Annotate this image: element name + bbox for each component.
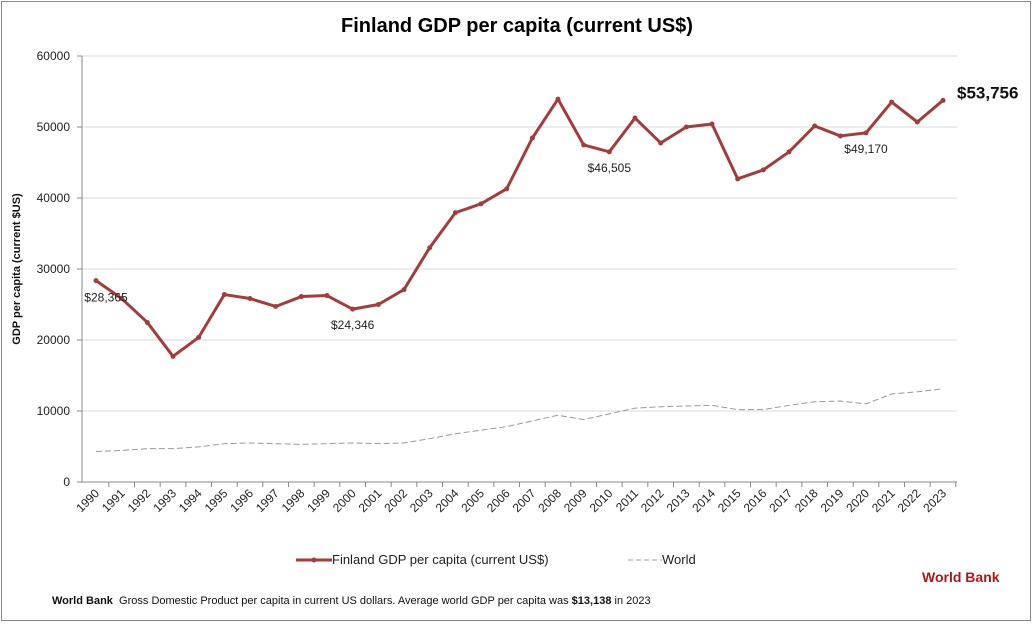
y-tick-label: 60000 — [37, 49, 71, 63]
data-point-finland — [221, 292, 227, 298]
x-tick-label: 2021 — [869, 486, 898, 515]
x-tick-label: 2009 — [561, 486, 590, 515]
source-label: World Bank — [922, 569, 1000, 585]
footer-suffix: in 2023 — [611, 595, 651, 607]
data-point-finland — [144, 319, 150, 325]
x-tick-label: 2016 — [741, 486, 770, 515]
data-label: $49,170 — [844, 142, 888, 156]
legend-item-finland: Finland GDP per capita (current US$) — [296, 552, 549, 567]
data-point-finland — [837, 133, 843, 139]
data-point-finland — [914, 119, 920, 125]
data-point-finland — [555, 96, 561, 102]
data-point-finland — [889, 99, 895, 105]
x-tick-label: 1995 — [202, 486, 231, 515]
y-tick-label: 40000 — [37, 191, 71, 205]
data-point-finland — [632, 115, 638, 121]
y-tick-label: 10000 — [37, 404, 71, 418]
data-point-finland — [606, 149, 612, 155]
x-tick-label: 1994 — [176, 486, 205, 515]
x-tick-label: 1991 — [99, 486, 128, 515]
footer-source: World Bank — [52, 595, 113, 607]
x-tick-label: 1998 — [279, 486, 308, 515]
footer-text: Gross Domestic Product per capita in cur… — [119, 595, 572, 607]
x-tick-label: 2019 — [818, 486, 847, 515]
x-tick-label: 2011 — [613, 486, 641, 514]
x-tick-label: 2014 — [689, 486, 718, 515]
y-tick-label: 20000 — [37, 333, 71, 347]
data-point-finland — [812, 123, 818, 129]
data-point-finland — [350, 306, 356, 312]
x-tick-label: 2018 — [792, 486, 821, 515]
x-tick-label: 2005 — [458, 486, 487, 515]
data-point-finland — [324, 293, 330, 299]
legend-label-world: World — [662, 552, 696, 567]
data-point-finland — [273, 303, 279, 309]
data-point-finland — [478, 201, 484, 207]
legend-item-world: World — [628, 552, 696, 567]
data-point-finland — [119, 296, 125, 302]
legend-swatch-finland — [296, 557, 332, 562]
x-tick-label: 1997 — [253, 486, 282, 515]
x-tick-label: 2001 — [356, 486, 385, 515]
data-point-finland — [452, 210, 458, 216]
data-point-finland — [196, 334, 202, 340]
data-label: $46,505 — [588, 161, 632, 175]
data-label: $24,346 — [331, 318, 375, 332]
x-tick-label: 2012 — [638, 486, 667, 515]
y-tick-label: 0 — [63, 475, 70, 489]
y-tick-label: 30000 — [37, 262, 71, 276]
x-tick-label: 2007 — [510, 486, 539, 515]
data-point-finland — [709, 121, 715, 127]
data-point-finland — [298, 294, 304, 300]
x-tick-label: 2003 — [407, 486, 436, 515]
y-axis-label: GDP per capita (current $US) — [11, 193, 23, 345]
x-tick-label: 2002 — [381, 486, 410, 515]
legend-swatch-world — [628, 559, 662, 560]
x-tick-label: 2006 — [484, 486, 513, 515]
data-point-finland — [170, 353, 176, 359]
x-tick-label: 1999 — [304, 486, 333, 515]
data-point-finland — [786, 149, 792, 155]
data-label: $53,756 — [957, 83, 1018, 102]
chart-title: Finland GDP per capita (current US$) — [341, 15, 693, 37]
data-point-finland — [93, 278, 99, 284]
x-tick-label: 1990 — [73, 486, 102, 515]
data-point-finland — [529, 135, 535, 141]
x-tick-label: 2017 — [766, 486, 795, 515]
data-point-finland — [940, 97, 946, 103]
x-tick-label: 2010 — [587, 486, 616, 515]
x-tick-label: 2015 — [715, 486, 744, 515]
y-tick-label: 50000 — [37, 120, 71, 134]
x-tick-label: 2004 — [433, 486, 462, 515]
data-point-finland — [375, 302, 381, 307]
data-label: $28,365 — [84, 291, 128, 305]
data-point-finland — [247, 296, 253, 302]
data-point-finland — [735, 176, 741, 182]
x-tick-label: 2000 — [330, 486, 359, 515]
series-line-world — [95, 388, 944, 452]
footer-note: World Bank Gross Domestic Product per ca… — [52, 595, 651, 607]
data-point-finland — [401, 287, 407, 293]
x-tick-label: 1996 — [227, 486, 256, 515]
footer-value: $13,138 — [571, 595, 612, 607]
x-tick-label: 2020 — [843, 486, 872, 515]
data-point-finland — [504, 186, 510, 192]
x-tick-label: 2008 — [535, 486, 564, 515]
x-tick-label: 2013 — [664, 486, 693, 515]
data-point-finland — [863, 130, 869, 136]
x-tick-label: 1992 — [125, 486, 154, 515]
data-point-finland — [658, 140, 664, 146]
series-line-finland — [95, 97, 944, 358]
legend-label-finland: Finland GDP per capita (current US$) — [332, 552, 549, 567]
data-point-finland — [581, 142, 587, 148]
x-tick-label: 1993 — [150, 486, 179, 515]
x-tick-label: 2023 — [920, 486, 949, 515]
data-point-finland — [683, 124, 689, 130]
data-point-finland — [427, 245, 433, 251]
x-tick-label: 2022 — [895, 486, 924, 515]
data-point-finland — [760, 167, 766, 173]
